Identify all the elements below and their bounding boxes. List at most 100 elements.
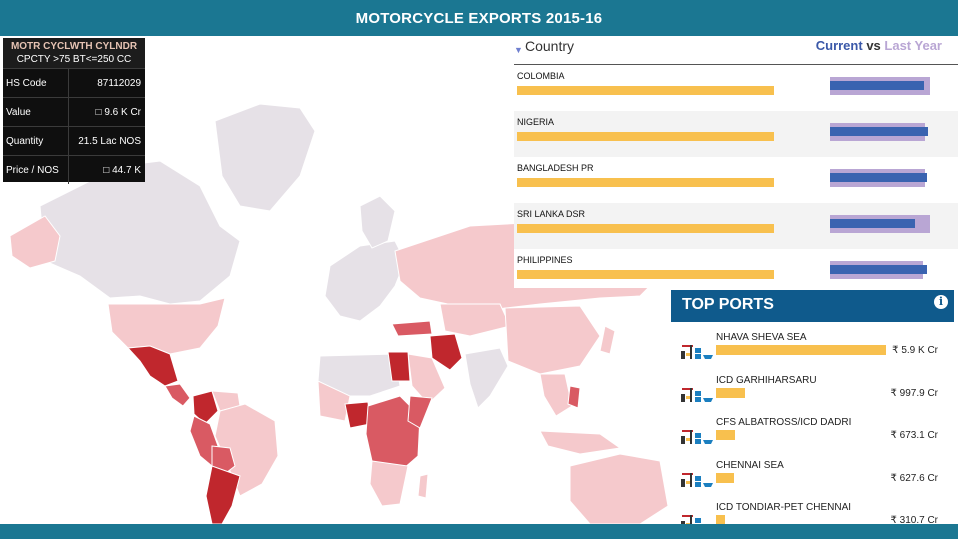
info-label: Value [3,98,69,126]
map-west-africa [317,380,351,422]
current-year-bar [830,173,927,182]
map-greenland [214,103,316,212]
country-share-bar [517,178,774,187]
country-name: PHILIPPINES [517,255,573,265]
port-name: CFS ALBATROSS/ICD DADRI [716,417,852,428]
map-australia [569,453,669,524]
map-arabia [407,353,446,405]
info-row-hs-code: HS Code 87112029 [3,68,145,97]
map-brazil [214,403,279,497]
info-value: □ 44.7 K [103,164,141,176]
map-turkey [391,320,433,337]
map-india [464,347,509,409]
map-mexico [126,345,179,387]
info-row-value: Value □ 9.6 K Cr [3,97,145,126]
title-bar: MOTORCYCLE EXPORTS 2015-16 [0,0,958,36]
port-name: CHENNAI SEA [716,460,784,471]
map-scandinavia [359,195,396,249]
top-ports-title: TOP PORTS [682,296,774,313]
port-row[interactable]: NHAVA SHEVA SEA ₹ 5.9 K Cr [671,330,954,373]
info-row-quantity: Quantity 21.5 Lac NOS [3,126,145,155]
port-crane-icon [681,471,713,487]
port-share-bar [716,473,734,483]
country-column-header[interactable]: Country [525,38,575,54]
info-label: HS Code [3,69,69,97]
legend-vs: vs [866,38,881,53]
country-share-bar [517,224,774,233]
port-name: NHAVA SHEVA SEA [716,332,807,343]
map-colombia [192,390,219,425]
map-philippines [567,385,581,409]
country-name: BANGLADESH PR [517,163,594,173]
port-share-bar [716,345,886,355]
country-row[interactable]: COLOMBIA [514,65,958,111]
port-share-bar [716,430,735,440]
map-se-asia [539,373,573,417]
current-year-bar [830,127,928,136]
map-iran [429,333,463,371]
info-value: 21.5 Lac NOS [78,135,141,147]
country-name: NIGERIA [517,117,555,127]
current-vs-last-legend: Current vs Last Year [816,38,942,53]
map-southern-africa [369,460,409,507]
legend-current: Current [815,38,863,53]
product-description-line2: CPCTY >75 BT<=250 CC [16,54,132,65]
info-label: Quantity [3,127,69,155]
sort-triangle-icon[interactable]: ▼ [514,45,523,55]
port-row[interactable]: ICD GARHIHARSARU ₹ 997.9 Cr [671,373,954,416]
product-description: MOTR CYCLWTH CYLNDR CPCTY >75 BT<=250 CC [3,38,145,68]
map-indonesia [539,430,622,455]
current-year-bar [830,265,927,274]
map-central-america [164,383,191,407]
current-year-bar [830,81,924,90]
product-info-card: MOTR CYCLWTH CYLNDR CPCTY >75 BT<=250 CC… [3,38,145,184]
country-panel-header: ▼ Country Current vs Last Year [514,36,958,65]
port-share-bar [716,388,745,398]
top-ports-header: TOP PORTS i [671,290,954,322]
port-name: ICD GARHIHARSARU [716,375,817,386]
info-label: Price / NOS [3,156,69,184]
port-value: ₹ 5.9 K Cr [892,345,938,356]
port-crane-icon [681,386,713,402]
map-usa [107,297,226,355]
country-panel: ▼ Country Current vs Last Year COLOMBIA N… [514,36,958,288]
port-crane-icon [681,343,713,359]
info-icon[interactable]: i [934,295,948,309]
port-row[interactable]: CFS ALBATROSS/ICD DADRI ₹ 673.1 Cr [671,415,954,458]
port-value: ₹ 627.6 Cr [890,473,939,484]
map-egypt [387,351,411,382]
country-row[interactable]: PHILIPPINES [514,249,958,295]
world-choropleth-map[interactable] [0,36,958,524]
country-share-bar [517,270,774,279]
port-value: ₹ 310.7 Cr [890,515,939,526]
page-title: MOTORCYCLE EXPORTS 2015-16 [355,9,603,27]
map-japan [599,325,616,355]
map-alaska [9,215,61,269]
legend-last-year: Last Year [884,38,942,53]
top-ports-panel: TOP PORTS i NHAVA SHEVA SEA ₹ 5.9 K Cr ICD… [671,290,954,529]
info-row-price: Price / NOS □ 44.7 K [3,155,145,184]
country-share-bar [517,86,774,95]
map-horn-africa [407,395,433,429]
country-row[interactable]: NIGERIA [514,111,958,157]
map-central-asia [439,303,511,337]
country-name: SRI LANKA DSR [517,209,586,219]
map-europe [324,240,406,322]
bottom-bar [0,524,958,539]
port-value: ₹ 997.9 Cr [890,388,939,399]
country-share-bar [517,132,774,141]
port-row[interactable]: CHENNAI SEA ₹ 627.6 Cr [671,458,954,501]
info-value: □ 9.6 K Cr [95,106,142,118]
country-row[interactable]: SRI LANKA DSR [514,203,958,249]
map-madagascar [417,473,429,499]
port-share-bar [716,515,725,525]
country-row[interactable]: BANGLADESH PR [514,157,958,203]
product-description-line1: MOTR CYCLWTH CYLNDR [10,41,138,52]
port-crane-icon [681,428,713,444]
map-china [504,305,601,375]
country-name: COLOMBIA [517,71,565,81]
current-year-bar [830,219,915,228]
port-value: ₹ 673.1 Cr [890,430,939,441]
map-argentina [205,465,241,524]
port-name: ICD TONDIAR-PET CHENNAI [716,502,852,513]
